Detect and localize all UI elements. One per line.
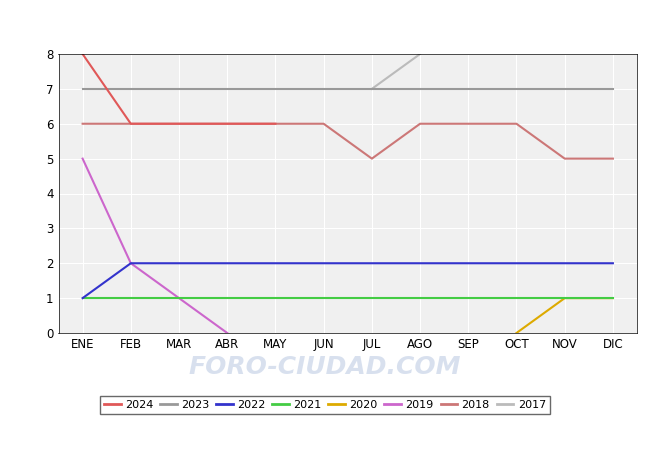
Legend: 2024, 2023, 2022, 2021, 2020, 2019, 2018, 2017: 2024, 2023, 2022, 2021, 2020, 2019, 2018…: [99, 396, 551, 414]
Text: FORO-CIUDAD.COM: FORO-CIUDAD.COM: [188, 355, 462, 379]
Text: http://www.foro-ciudad.com: http://www.foro-ciudad.com: [495, 436, 630, 446]
Text: Afiliados en Masegosa a 31/5/2024: Afiliados en Masegosa a 31/5/2024: [168, 14, 482, 33]
